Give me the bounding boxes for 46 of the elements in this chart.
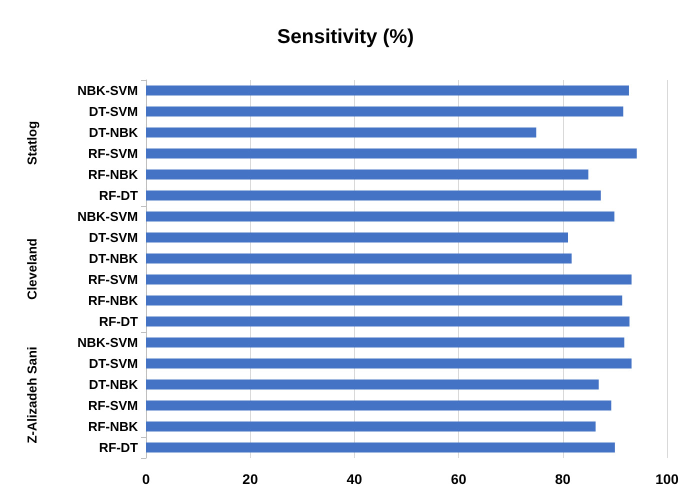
y-tick-label: DT-NBK [88,251,139,266]
y-tick-label: RF-NBK [88,293,139,308]
bar [146,442,615,453]
x-tick-label: 0 [142,471,150,487]
bar [146,253,572,264]
bar [146,106,624,117]
x-tick-label: 40 [346,471,362,487]
y-tick-label: RF-NBK [88,167,139,182]
y-tick-label: DT-SVM [88,230,138,245]
bar [146,274,632,285]
y-tick-label: NBK-SVM [77,83,138,98]
bar [146,85,629,96]
text: Z-Alizadeh Sani [24,346,40,444]
bar [146,421,596,432]
x-tick-label: 20 [242,471,258,487]
x-tick-label: 80 [555,471,571,487]
y-tick-label: RF-SVM [88,272,138,287]
y-tick-label: NBK-SVM [77,209,138,224]
bar [146,379,599,390]
y-tick-label: DT-SVM [88,104,138,119]
y-tick-label: RF-DT [99,314,138,329]
y-tick-label: RF-SVM [88,146,138,161]
bar [146,337,624,348]
y-tick-label: RF-SVM [88,398,138,413]
bar [146,148,637,159]
x-tick-label: 100 [655,471,679,487]
y-tick-label: DT-NBK [88,125,139,140]
bar [146,190,601,201]
y-tick-label: RF-DT [99,188,138,203]
bar [146,169,588,180]
text: Statlog [24,120,40,166]
bar [146,211,614,222]
bar [146,295,622,306]
bar [146,127,536,138]
y-tick-label: DT-NBK [88,377,139,392]
bar [146,316,630,327]
text: Cleveland [24,238,40,300]
y-tick-label: DT-SVM [88,356,138,371]
x-tick-label: 60 [450,471,467,487]
bar [146,358,632,369]
chart-title: Sensitivity (%) [277,26,414,48]
y-tick-label: RF-NBK [88,419,139,434]
y-tick-label: RF-DT [99,440,138,455]
bar [146,400,612,411]
y-tick-label: NBK-SVM [77,335,138,350]
bar [146,232,568,243]
